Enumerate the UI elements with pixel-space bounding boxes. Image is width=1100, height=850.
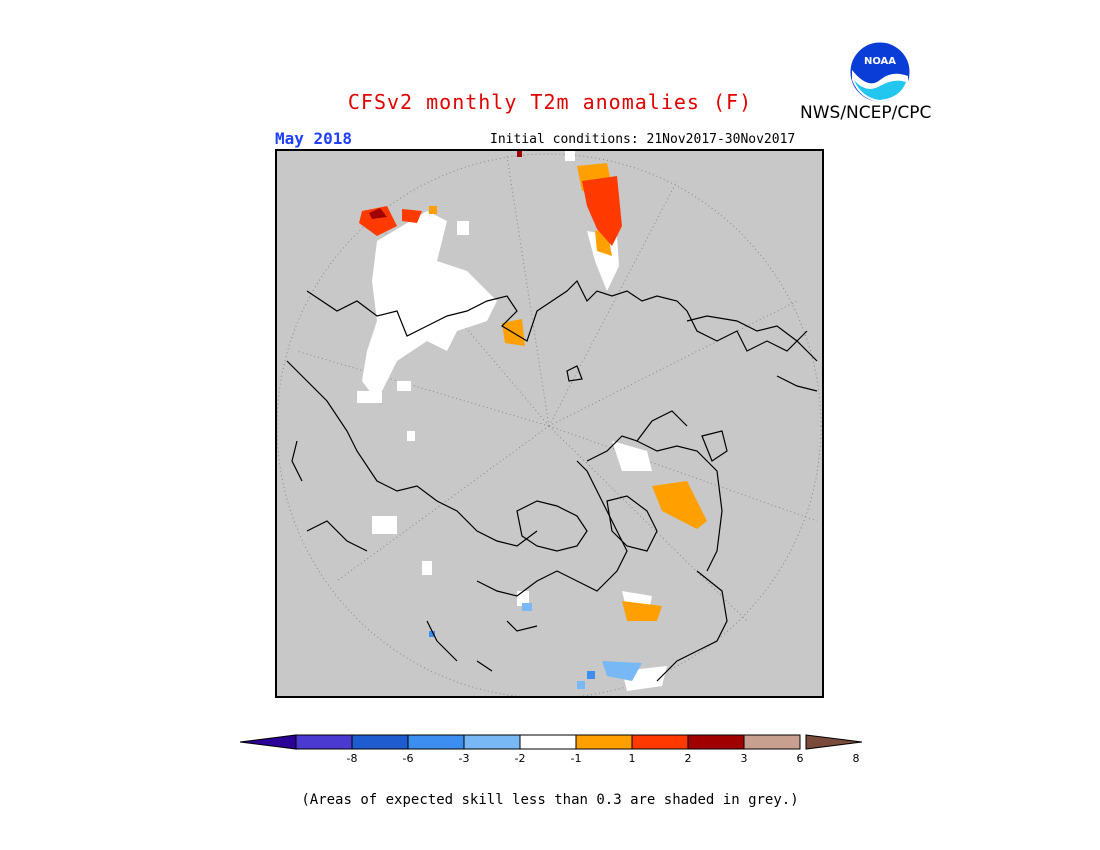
cool-anomaly-strong-regions: [429, 631, 595, 679]
colorbar-tick-label: -2: [514, 752, 526, 765]
colorbar-box: [631, 734, 689, 750]
map-title: CFSv2 monthly T2m anomalies (F): [347, 90, 753, 114]
logo-text: NOAA: [864, 56, 896, 67]
colorbar-left-arrow: [240, 734, 297, 750]
colorbar-tick-label: -6: [402, 752, 414, 765]
colorbar-tick-label: -1: [570, 752, 582, 765]
latitude-circle: [277, 153, 822, 696]
map-canvas: [277, 151, 822, 696]
colorbar-boxes: [295, 734, 801, 750]
coastlines: [286, 279, 818, 682]
cool-anomaly-regions: [522, 603, 642, 689]
colorbar-right-arrow: [805, 734, 862, 750]
colorbar-box: [351, 734, 409, 750]
warm-anomaly-orange-regions: [429, 163, 707, 621]
initial-conditions: Initial conditions: 21Nov2017-30Nov2017: [490, 132, 796, 147]
warm-anomaly-red-regions: [359, 176, 622, 246]
colorbar-tick-label: -8: [346, 752, 358, 765]
colorbar-tick-label: 3: [740, 752, 748, 765]
colorbar-box: [519, 734, 577, 750]
colorbar-tick-label: 6: [796, 752, 804, 765]
neutral-anomaly-regions: [357, 151, 667, 691]
color-bar: [240, 734, 862, 750]
colorbar-tick-label: 1: [628, 752, 636, 765]
colorbar-tick-label: 2: [684, 752, 692, 765]
colorbar-box: [743, 734, 801, 750]
colorbar-tick-label: -3: [458, 752, 470, 765]
warm-anomaly-darkred-regions: [369, 151, 522, 219]
noaa-logo-icon: NOAA: [849, 41, 911, 103]
polar-map: [275, 149, 824, 698]
colorbar-box: [575, 734, 633, 750]
colorbar-box: [295, 734, 353, 750]
colorbar-tick-label: 8: [852, 752, 860, 765]
colorbar-box: [463, 734, 521, 750]
colorbar-box: [407, 734, 465, 750]
agency-label: NWS/NCEP/CPC: [800, 103, 932, 123]
colorbar-box: [687, 734, 745, 750]
forecast-month: May 2018: [275, 129, 353, 148]
skill-note: (Areas of expected skill less than 0.3 a…: [301, 792, 799, 808]
